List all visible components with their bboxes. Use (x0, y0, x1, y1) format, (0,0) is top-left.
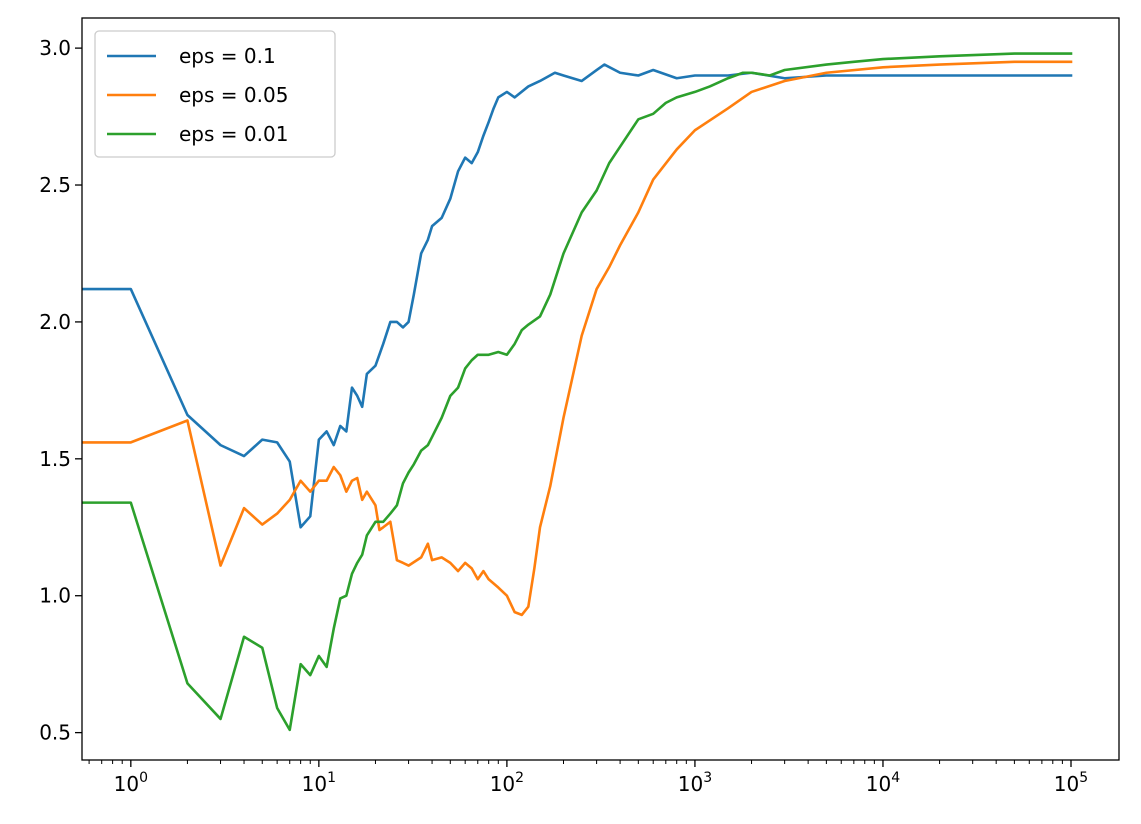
x-tick-base: 10 (490, 772, 515, 796)
x-tick-exponent: 2 (515, 770, 524, 786)
x-tick-label: 103 (678, 770, 712, 796)
y-tick-label: 1.0 (39, 584, 71, 608)
y-tick-label: 3.0 (39, 36, 71, 60)
y-tick-label: 2.0 (39, 310, 71, 334)
legend: eps = 0.1 eps = 0.05 eps = 0.01 (94, 30, 336, 158)
x-tick-base: 10 (678, 772, 703, 796)
legend-label: eps = 0.1 (179, 44, 276, 68)
y-tick-label: 2.5 (39, 173, 71, 197)
x-tick-label: 102 (490, 770, 524, 796)
x-tick-base: 10 (302, 772, 327, 796)
y-tick-label: 1.5 (39, 447, 71, 471)
x-tick-base: 10 (114, 772, 139, 796)
x-tick-exponent: 0 (139, 770, 148, 786)
x-tick-exponent: 5 (1079, 770, 1088, 786)
y-tick-label: 0.5 (39, 721, 71, 745)
x-tick-exponent: 3 (703, 770, 712, 786)
legend-box (94, 30, 336, 158)
legend-label: eps = 0.01 (179, 122, 288, 146)
plot-frame (81, 17, 1120, 761)
x-tick-label: 104 (866, 770, 900, 796)
x-axis: 100 101 102 103 104 105 (88, 760, 1088, 796)
series-line-3 (82, 52, 1073, 732)
x-tick-label: 105 (1054, 770, 1088, 796)
x-tick-base: 10 (866, 772, 891, 796)
x-tick-label: 101 (302, 770, 336, 796)
legend-label: eps = 0.05 (179, 83, 288, 107)
x-tick-label: 100 (114, 770, 148, 796)
y-axis: 0.5 1.0 1.5 2.0 2.5 3.0 (39, 36, 82, 745)
x-tick-exponent: 4 (891, 770, 900, 786)
series-line-1 (82, 63, 1073, 529)
series-layer (82, 52, 1073, 732)
x-tick-exponent: 1 (327, 770, 336, 786)
series-line-2 (82, 60, 1073, 617)
x-tick-base: 10 (1054, 772, 1079, 796)
